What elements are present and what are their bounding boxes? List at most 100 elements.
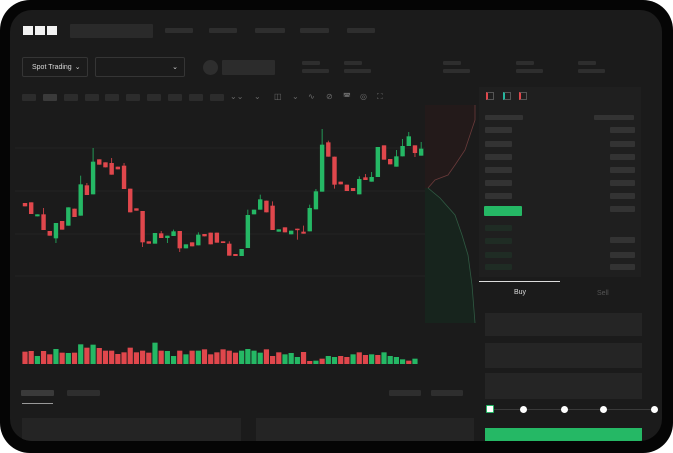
volume-bar	[300, 352, 307, 364]
timeframe-button[interactable]	[189, 94, 203, 101]
timeframe-button[interactable]	[210, 94, 224, 101]
pencil-icon[interactable]: ⊘	[326, 92, 333, 101]
slider-stop[interactable]	[520, 406, 527, 413]
timeframe-button[interactable]	[64, 94, 78, 101]
nav-item[interactable]	[255, 28, 285, 33]
nav-item[interactable]	[347, 28, 375, 33]
timeframe-button[interactable]	[22, 94, 36, 101]
tab-open-orders[interactable]	[21, 390, 54, 396]
settings-icon[interactable]: ◎	[360, 92, 367, 101]
timeframe-button[interactable]	[168, 94, 182, 101]
volume-bar	[350, 354, 356, 364]
amount-input[interactable]	[485, 343, 642, 368]
search-bar[interactable]	[70, 24, 153, 38]
tab-buy[interactable]: Buy	[514, 289, 527, 296]
depth-bids-line	[427, 187, 476, 324]
slider-stop[interactable]	[651, 406, 658, 413]
timeframe-button[interactable]	[85, 94, 99, 101]
active-tab-indicator	[479, 281, 560, 282]
line-icon[interactable]: ∿	[308, 92, 315, 101]
volume-bar	[201, 349, 208, 364]
candle-down	[264, 200, 269, 213]
fullscreen-icon[interactable]: ⛶	[377, 92, 383, 101]
indicator-icon[interactable]: ⌄	[254, 92, 261, 101]
ask-price	[485, 127, 512, 133]
timeframe-button[interactable]	[147, 94, 161, 101]
ask-price	[485, 141, 512, 147]
buy-submit-button[interactable]	[485, 428, 642, 441]
candle-up	[165, 235, 170, 238]
orderbook-both-icon[interactable]	[486, 92, 494, 100]
price-chart[interactable]	[10, 10, 662, 441]
orderbook-amount-header	[594, 115, 634, 120]
orderbook-bids-icon[interactable]	[503, 92, 511, 100]
price-input[interactable]	[485, 313, 642, 336]
okx-logo[interactable]	[23, 26, 57, 35]
candle-down	[282, 227, 288, 233]
volume-bar	[288, 353, 294, 364]
volume-bar	[226, 350, 232, 364]
slider-track[interactable]	[490, 409, 656, 410]
volume-bar	[369, 354, 375, 364]
active-tab-indicator	[22, 403, 53, 404]
candle-down	[134, 208, 139, 211]
stat-value	[443, 69, 470, 73]
slider-stop[interactable]	[561, 406, 568, 413]
filter-button[interactable]	[431, 390, 463, 396]
timeframe-button[interactable]	[43, 94, 57, 101]
pair-name	[222, 60, 275, 75]
slider-stop[interactable]	[600, 406, 607, 413]
tab-history[interactable]	[67, 390, 100, 396]
camera-icon[interactable]: ◚	[343, 92, 351, 101]
volume-bar	[121, 352, 127, 364]
bid-amount	[610, 237, 635, 243]
candle-up	[245, 215, 251, 248]
candle-up	[171, 231, 176, 236]
orderbook-asks-icon[interactable]	[519, 92, 527, 100]
depth-bids	[425, 188, 475, 323]
filter-button[interactable]	[389, 390, 421, 396]
volume-bar	[220, 349, 226, 364]
market-type-dropdown[interactable]: Spot Trading ⌄	[22, 57, 88, 77]
nav-item[interactable]	[209, 28, 237, 33]
tab-sell[interactable]: Sell	[597, 290, 609, 297]
volume-bar	[294, 357, 300, 364]
volume-bar	[127, 347, 133, 364]
volume-bar	[158, 350, 164, 364]
candle-up	[288, 230, 294, 235]
indicator-icon[interactable]: ⌄⌄	[230, 92, 244, 101]
candle-down	[388, 159, 393, 165]
nav-item[interactable]	[300, 28, 329, 33]
volume-bar	[47, 354, 53, 364]
slider-handle[interactable]	[486, 405, 494, 413]
timeframe-button[interactable]	[126, 94, 140, 101]
candle-up	[66, 207, 71, 226]
pair-dropdown[interactable]: ⌄	[95, 57, 185, 77]
volume-bar	[344, 357, 350, 364]
candle-down	[338, 181, 343, 185]
candle-up	[313, 191, 319, 210]
candle-down	[22, 203, 28, 207]
volume-bar	[115, 354, 121, 364]
volume-bar	[109, 350, 115, 364]
settings-icon[interactable]: ◫	[274, 92, 282, 101]
candle-up	[357, 179, 362, 195]
nav-item[interactable]	[165, 28, 193, 33]
stat-value	[516, 69, 543, 73]
market-type-label: Spot Trading	[32, 63, 72, 71]
chevron-down-icon[interactable]: ⌄	[292, 92, 299, 101]
volume-bar	[170, 356, 177, 364]
volume-bar	[381, 352, 387, 364]
volume-bar	[208, 354, 214, 364]
volume-bar	[71, 352, 78, 364]
volume-bar	[338, 356, 344, 364]
volume-bar	[387, 356, 393, 364]
total-input[interactable]	[485, 373, 642, 399]
stat-value	[578, 69, 605, 73]
volume-bar	[282, 354, 288, 364]
candle-up	[406, 136, 411, 146]
timeframe-button[interactable]	[105, 94, 119, 101]
candle-down	[344, 184, 350, 191]
candle-up	[239, 249, 244, 256]
